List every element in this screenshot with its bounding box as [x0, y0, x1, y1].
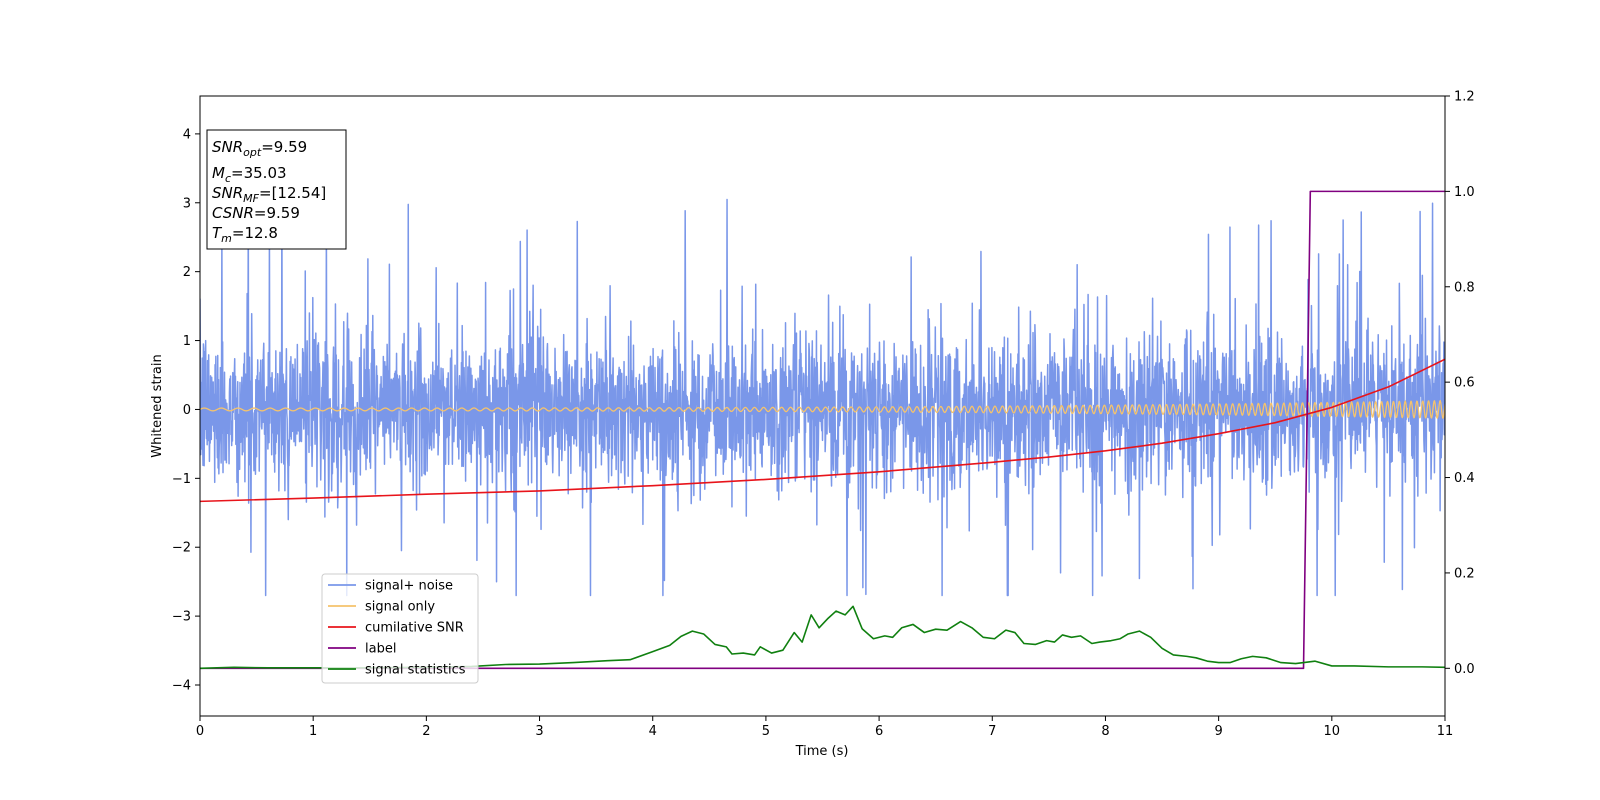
x-tick-label: 5: [762, 724, 770, 739]
x-axis: 0 1 2 3 4 5 6 7 8 9 10 11: [196, 716, 1453, 739]
y2-tick-label: 0.2: [1454, 566, 1475, 581]
info-symbol: SNR: [212, 138, 243, 156]
info-value: =9.59: [254, 204, 300, 222]
info-line: CSNR=9.59: [212, 204, 300, 222]
y2-tick-label: 0.6: [1454, 376, 1475, 391]
y-tick-label: −3: [172, 610, 191, 625]
legend-label: signal+ noise: [365, 579, 453, 594]
x-tick-label: 7: [988, 724, 996, 739]
series-line-4: [200, 190, 1445, 670]
info-value: =35.03: [231, 164, 287, 182]
y-tick-label: −2: [172, 541, 191, 556]
info-symbol: T: [212, 224, 223, 242]
legend-label: label: [365, 642, 396, 657]
y2-tick-label: 0.0: [1454, 662, 1475, 677]
info-symbol: SNR: [212, 184, 243, 202]
series-layer: [200, 190, 1445, 670]
y-tick-label: −1: [172, 472, 191, 487]
info-box: SNRopt=9.59Mc=35.03SNRMF=[12.54]CSNR=9.5…: [206, 129, 347, 250]
y-tick-label: 1: [183, 334, 191, 349]
info-line: SNRMF=[12.54]: [212, 184, 326, 205]
info-subscript: c: [225, 172, 231, 185]
info-line: Mc=35.03: [212, 164, 287, 185]
info-value: =[12.54]: [259, 184, 326, 202]
info-subscript: m: [221, 232, 232, 245]
y-axis-right: 0.0 0.2 0.4 0.6 0.8 1.0 1.2: [1445, 90, 1475, 677]
series-line-1: [200, 196, 1445, 597]
y-axis-left: −4 −3 −2 −1 0 1 2 3 4: [172, 127, 200, 694]
x-tick-label: 9: [1214, 724, 1222, 739]
x-tick-label: 10: [1324, 724, 1341, 739]
x-axis-label: Time (s): [795, 744, 849, 759]
y2-tick-label: 1.2: [1454, 90, 1475, 105]
plot-frame: [199, 95, 1446, 717]
info-line: Tm=12.8: [212, 224, 278, 245]
legend-frame: [321, 573, 479, 684]
info-subscript: opt: [243, 146, 262, 159]
legend: signal+ noise signal only cumilative SNR la…: [321, 573, 479, 684]
x-tick-label: 3: [535, 724, 543, 739]
x-tick-label: 8: [1101, 724, 1109, 739]
series-line-2: [200, 399, 1445, 419]
info-box-frame: [206, 129, 347, 250]
y2-tick-label: 0.8: [1454, 280, 1475, 295]
y-tick-label: −4: [172, 679, 191, 694]
series-line-5: [200, 605, 1445, 670]
info-line: SNRopt=9.59: [212, 138, 307, 159]
info-symbol: CSNR: [212, 204, 254, 222]
info-subscript: MF: [243, 192, 259, 205]
legend-label: signal only: [365, 600, 435, 615]
info-value: =9.59: [261, 138, 307, 156]
x-tick-label: 2: [422, 724, 430, 739]
legend-label: signal statistics: [365, 663, 466, 678]
y-tick-label: 4: [183, 127, 191, 142]
info-symbol: M: [212, 164, 225, 182]
y2-tick-label: 0.4: [1454, 471, 1475, 486]
series-line-3: [200, 358, 1445, 503]
y-tick-label: 0: [183, 403, 191, 418]
y2-tick-label: 1.0: [1454, 185, 1475, 200]
x-tick-label: 6: [875, 724, 883, 739]
legend-label: cumilative SNR: [365, 621, 464, 636]
y-tick-label: 3: [183, 196, 191, 211]
y-axis-label: Whitened strain: [150, 354, 165, 457]
x-tick-label: 4: [649, 724, 657, 739]
x-tick-label: 0: [196, 724, 204, 739]
y-tick-label: 2: [183, 265, 191, 280]
x-tick-label: 1: [309, 724, 317, 739]
info-value: =12.8: [232, 224, 278, 242]
x-tick-label: 11: [1437, 724, 1454, 739]
